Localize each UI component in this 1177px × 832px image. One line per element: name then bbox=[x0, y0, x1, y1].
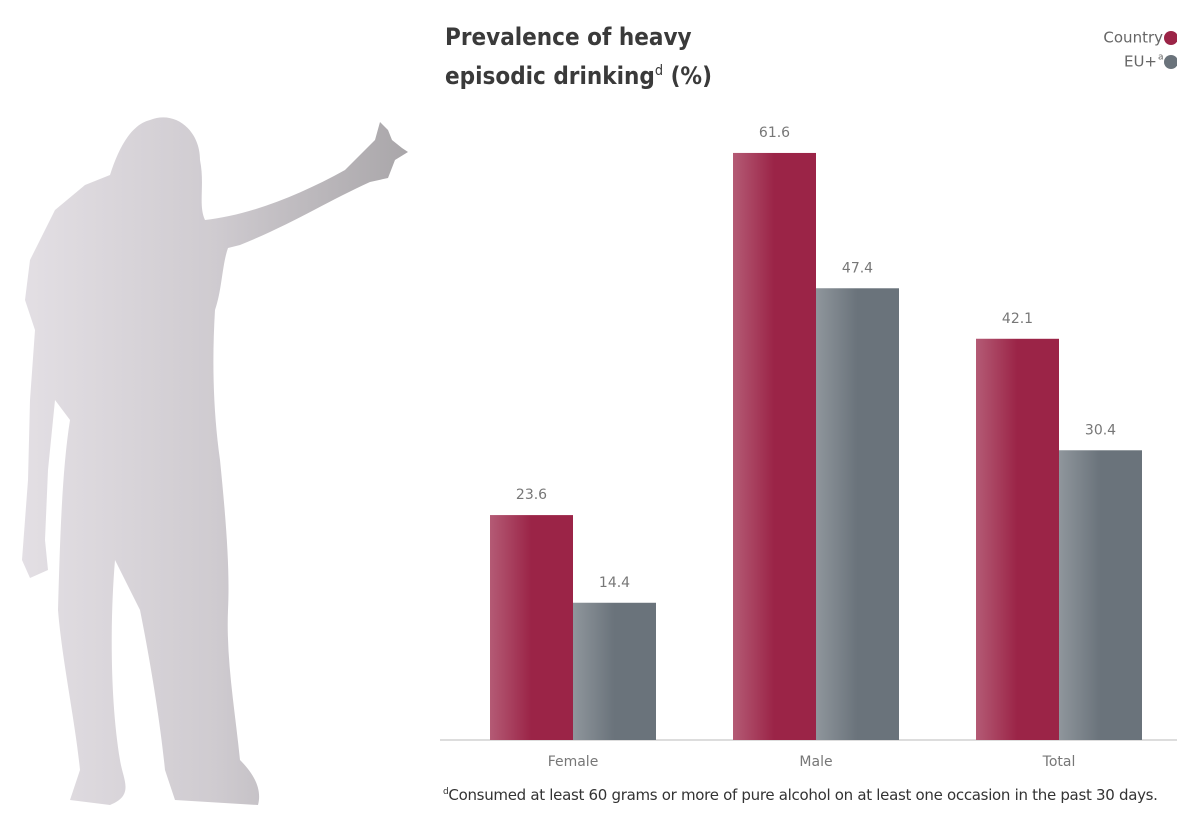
x-tick-label: Total bbox=[1042, 754, 1076, 770]
bar-shade bbox=[733, 152, 775, 740]
legend-swatch bbox=[1164, 55, 1177, 69]
value-label: 23.6 bbox=[516, 487, 547, 503]
value-label: 30.4 bbox=[1085, 422, 1116, 438]
legend-note-mark: a bbox=[1158, 53, 1164, 63]
legend-swatch bbox=[1164, 31, 1177, 45]
value-label: 61.6 bbox=[759, 125, 790, 141]
title-note-mark: d bbox=[654, 63, 664, 79]
legend-label: EU+ bbox=[1124, 53, 1157, 71]
bar-shade bbox=[1059, 450, 1101, 740]
title-text: Prevalence of heavy episodic drinking bbox=[445, 23, 692, 90]
legend-label: Country bbox=[1103, 29, 1163, 47]
footnote-text: Consumed at least 60 grams or more of pu… bbox=[448, 786, 1158, 804]
value-label: 42.1 bbox=[1002, 311, 1033, 327]
bar-shade bbox=[976, 338, 1018, 740]
x-tick-label: Female bbox=[548, 754, 599, 770]
silhouette bbox=[22, 117, 408, 806]
value-label: 47.4 bbox=[842, 260, 873, 276]
bar-shade bbox=[816, 288, 858, 740]
title-unit: (%) bbox=[670, 62, 712, 90]
value-label: 14.4 bbox=[599, 575, 630, 591]
chart-title: Prevalence of heavy episodic drinkingd (… bbox=[445, 20, 775, 93]
bar-shade bbox=[490, 515, 532, 740]
footnote-mark: d bbox=[443, 787, 449, 797]
x-tick-label: Male bbox=[799, 754, 832, 770]
bar-shade bbox=[573, 602, 615, 740]
footnote: dConsumed at least 60 grams or more of p… bbox=[443, 781, 1177, 807]
